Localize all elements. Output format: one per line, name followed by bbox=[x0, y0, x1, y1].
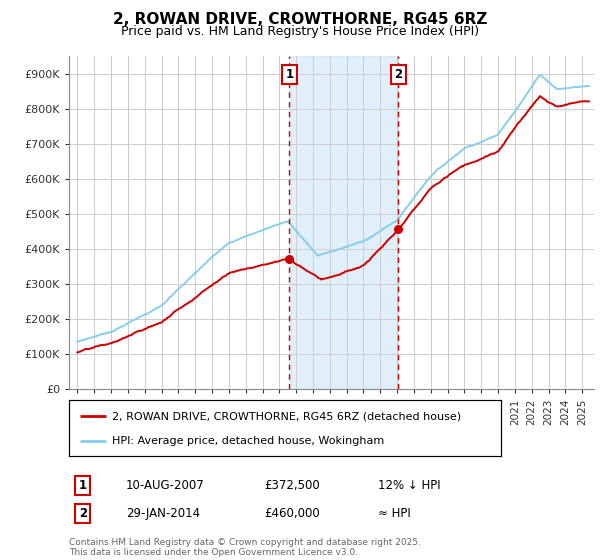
Text: ≈ HPI: ≈ HPI bbox=[378, 507, 411, 520]
Text: 1: 1 bbox=[286, 68, 293, 81]
Text: £460,000: £460,000 bbox=[264, 507, 320, 520]
Text: 29-JAN-2014: 29-JAN-2014 bbox=[126, 507, 200, 520]
Text: 2: 2 bbox=[394, 68, 403, 81]
Text: HPI: Average price, detached house, Wokingham: HPI: Average price, detached house, Woki… bbox=[112, 436, 385, 446]
Text: 1: 1 bbox=[79, 479, 87, 492]
Text: 10-AUG-2007: 10-AUG-2007 bbox=[126, 479, 205, 492]
Text: 2, ROWAN DRIVE, CROWTHORNE, RG45 6RZ (detached house): 2, ROWAN DRIVE, CROWTHORNE, RG45 6RZ (de… bbox=[112, 411, 461, 421]
Text: Contains HM Land Registry data © Crown copyright and database right 2025.
This d: Contains HM Land Registry data © Crown c… bbox=[69, 538, 421, 557]
Text: 12% ↓ HPI: 12% ↓ HPI bbox=[378, 479, 440, 492]
Text: 2: 2 bbox=[79, 507, 87, 520]
Text: 2, ROWAN DRIVE, CROWTHORNE, RG45 6RZ: 2, ROWAN DRIVE, CROWTHORNE, RG45 6RZ bbox=[113, 12, 487, 27]
Text: Price paid vs. HM Land Registry's House Price Index (HPI): Price paid vs. HM Land Registry's House … bbox=[121, 25, 479, 39]
Text: £372,500: £372,500 bbox=[264, 479, 320, 492]
